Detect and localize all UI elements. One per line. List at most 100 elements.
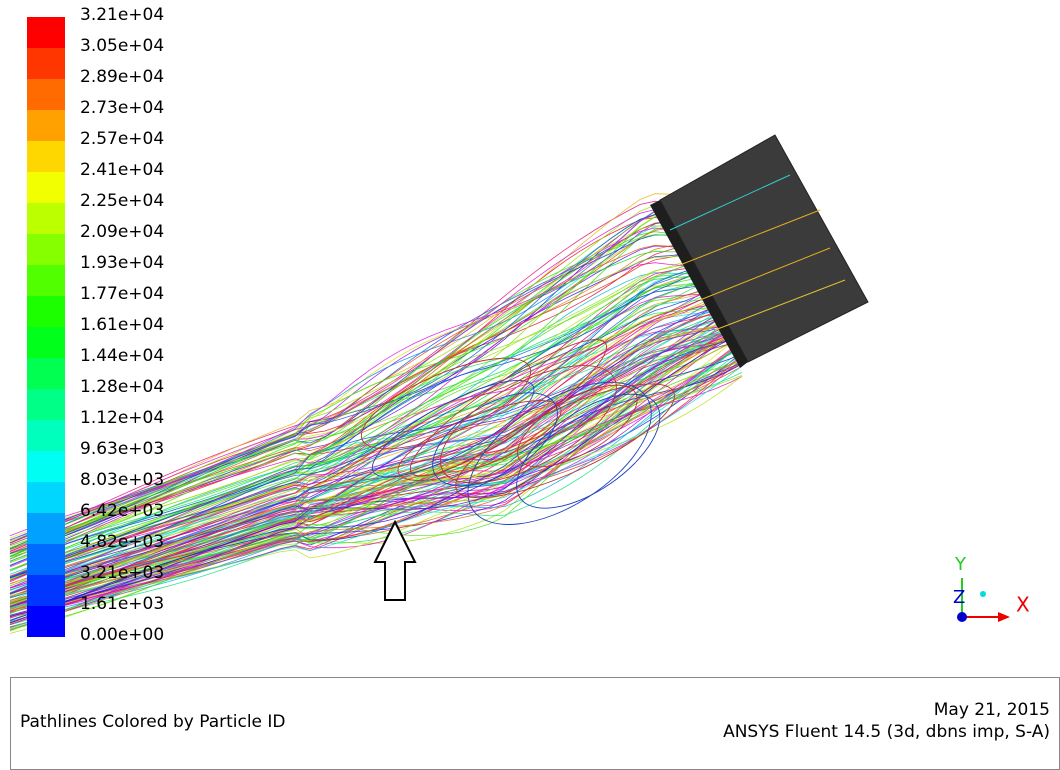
pathline [9,292,743,589]
colorbar-label: 0.00e+00 [80,625,164,645]
footer-title: Pathlines Colored by Particle ID [20,712,286,732]
triad-x-label: X [1016,593,1030,617]
pathline [9,328,743,611]
pathline [9,240,743,562]
pathline [9,245,743,560]
pathline [9,365,743,629]
triad-z-label: Z [953,587,965,608]
pathline [9,204,743,547]
color-swatch [27,265,65,296]
color-swatch [27,327,65,358]
pathline [9,339,743,614]
pathline [9,297,743,597]
box-streak [699,247,831,301]
colorbar-label: 2.57e+04 [80,129,164,149]
pathline [9,345,743,623]
pathline [9,262,743,571]
pathline [9,189,743,537]
pathline [9,318,743,603]
pathline [9,209,743,546]
pathline [9,249,743,567]
color-swatch [27,389,65,420]
arrow-annotation [373,519,417,601]
triad-x-head [998,612,1010,622]
colorbar-label: 9.63e+03 [80,439,164,459]
colorbar-label: 2.25e+04 [80,191,164,211]
colorbar-label: 8.03e+03 [80,470,164,490]
color-swatch [27,575,65,606]
colorbar-label: 3.05e+04 [80,36,164,56]
recirculation-loop [517,384,638,468]
triad-marker [980,591,986,597]
recirculation-loop [371,379,535,478]
pathline [9,234,743,563]
color-swatch [27,358,65,389]
pathline [9,309,743,598]
colorbar-label: 2.09e+04 [80,222,164,242]
colorbar-label: 1.61e+04 [80,315,164,335]
triad-y-label: Y [954,554,967,575]
footer-version: ANSYS Fluent 14.5 (3d, dbns imp, S-A) [723,722,1050,742]
recirculation-loop [440,365,617,484]
pathline [9,366,743,629]
color-swatch [27,544,65,575]
colorbar-label: 4.82e+03 [80,532,164,552]
pathline [9,279,743,584]
recirculation-loop [467,381,652,525]
recirculation-loop [360,357,532,450]
colorbar-label: 3.21e+03 [80,563,164,583]
color-swatch [27,296,65,327]
triad-z-axis [957,612,967,622]
pathline [9,303,743,594]
color-swatch [27,141,65,172]
colorbar-label: 3.21e+04 [80,5,164,25]
box-side [650,200,748,368]
pathline [9,318,743,603]
pathline [9,218,743,551]
color-swatch [27,234,65,265]
color-swatch [27,451,65,482]
color-swatch [27,420,65,451]
colorbar-label: 1.77e+04 [80,284,164,304]
color-swatch [27,606,65,637]
recirculation-loop [455,383,675,499]
pathline [9,322,743,605]
pathline [9,337,743,617]
box-streak [714,279,846,331]
color-swatch [27,79,65,110]
pathline [9,249,743,566]
recirculation-loop [516,393,661,509]
pathline [9,301,743,594]
colorbar-label: 1.44e+04 [80,346,164,366]
box-streak [679,209,821,266]
pathlines [9,189,743,634]
colorbar-label: 2.41e+04 [80,160,164,180]
colorbar-label: 1.93e+04 [80,253,164,273]
pathline [9,340,743,619]
box-streaks [669,174,846,331]
color-swatch [27,172,65,203]
pathline [9,227,743,553]
pathline [9,363,743,624]
pathline [9,269,743,578]
color-swatch [27,110,65,141]
pathline [9,257,743,571]
color-swatch [27,48,65,79]
pathline [9,200,743,544]
pathline [9,286,743,591]
pathline [9,261,743,577]
pathline [9,375,743,634]
pathline [9,344,743,618]
color-swatch [27,482,65,513]
pathline [9,321,743,604]
colorbar-label: 1.12e+04 [80,408,164,428]
footer-date: May 21, 2015 [934,700,1050,720]
recirculation-loop [432,392,558,487]
colorbar-label: 6.42e+03 [80,501,164,521]
pathline [9,297,743,595]
colorbar-label: 1.61e+03 [80,594,164,614]
pathline [9,236,743,557]
pathline [9,225,743,550]
color-swatch [27,203,65,234]
